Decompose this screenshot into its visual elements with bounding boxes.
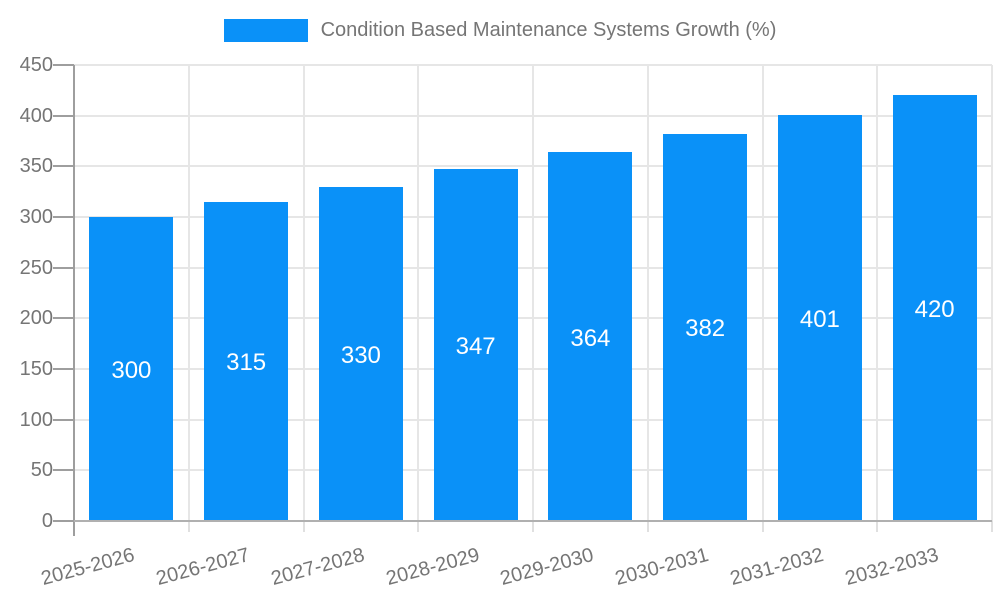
bar: 315 [204, 201, 289, 521]
y-axis-tick [53, 64, 74, 66]
gridline-vertical [302, 65, 305, 521]
bar-value-label: 401 [799, 305, 840, 333]
y-axis-tick [53, 317, 74, 320]
x-axis-tick [646, 521, 649, 532]
bar: 330 [318, 186, 403, 521]
plot-area: 0 50 100 150 200 250 300 350 400 450 300 2025-2026 3… [20, 54, 993, 590]
bar: 347 [433, 169, 518, 521]
bar-value-label: 347 [455, 333, 496, 361]
x-axis-tick [532, 521, 534, 532]
gridline-vertical [876, 65, 879, 521]
y-axis-tick [53, 114, 74, 117]
y-axis-label: 400 [19, 104, 53, 127]
x-axis-tick [302, 521, 305, 532]
y-axis-tick [53, 165, 74, 168]
bar: 300 [89, 217, 174, 521]
y-axis-label: 200 [19, 307, 53, 330]
bar-value-label: 300 [111, 357, 152, 384]
bar: 364 [548, 152, 633, 521]
bar-value-label: 420 [914, 296, 955, 324]
gridline-vertical [646, 65, 649, 521]
y-axis-tick [53, 520, 74, 522]
y-axis-label: 0 [41, 510, 53, 532]
y-axis-line [73, 65, 75, 536]
x-axis-baseline [74, 520, 992, 522]
y-axis-label: 250 [19, 256, 53, 279]
bar-value-label: 330 [340, 341, 381, 369]
x-axis-tick [761, 521, 764, 532]
gridline-vertical [761, 65, 764, 521]
legend-swatch [223, 19, 308, 42]
y-axis-tick [53, 368, 74, 370]
legend: Condition Based Maintenance Systems Grow… [0, 19, 1000, 42]
bar-value-label: 315 [226, 349, 267, 377]
y-axis-label: 150 [19, 358, 53, 380]
y-axis-tick [53, 418, 74, 421]
y-axis-label: 300 [19, 206, 53, 228]
gridline-vertical [187, 65, 190, 521]
y-axis-tick [53, 469, 74, 472]
bar-value-label: 382 [685, 315, 726, 343]
gridline-vertical [532, 65, 534, 521]
bar: 382 [663, 133, 748, 521]
gridline-vertical [417, 65, 420, 521]
y-axis-tick [53, 216, 74, 218]
x-axis-tick [876, 521, 879, 532]
y-axis-label: 450 [19, 54, 53, 76]
x-axis-tick [417, 521, 420, 532]
y-axis-label: 50 [30, 459, 53, 482]
bar: 401 [777, 114, 862, 521]
x-axis-tick [991, 521, 993, 532]
bar-value-label: 364 [570, 324, 611, 352]
bar: 420 [892, 95, 977, 521]
x-axis-tick [187, 521, 190, 532]
y-axis-label: 100 [19, 408, 53, 431]
y-axis-tick [53, 266, 74, 269]
y-axis-label: 350 [19, 155, 53, 178]
legend-label: Condition Based Maintenance Systems Grow… [320, 19, 777, 41]
gridline-vertical [991, 65, 993, 521]
